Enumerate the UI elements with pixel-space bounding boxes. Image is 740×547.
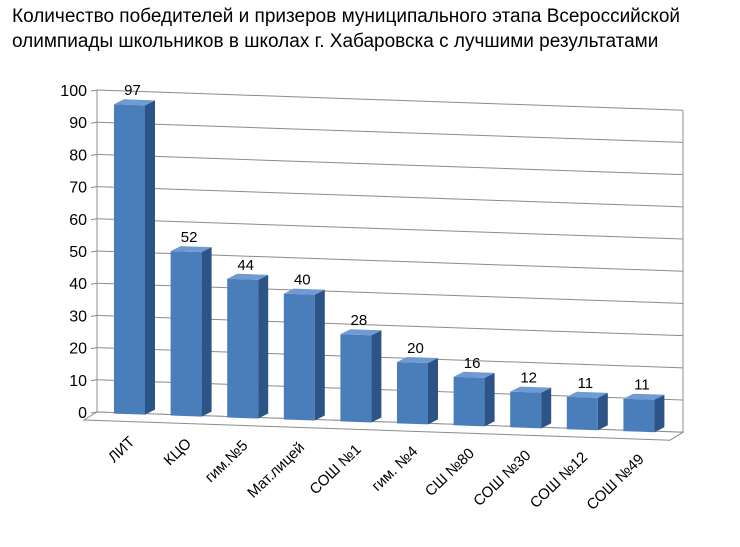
x-tick-label: Мат.лицей [244,439,308,501]
gridline [96,153,684,176]
bar [510,391,542,429]
x-tick-label: СОШ №12 [527,449,591,512]
gridline [96,121,684,143]
y-tick-label: 70 [69,180,87,197]
bar-top [340,329,382,336]
bar-side [371,330,382,423]
y-tick-mark [90,186,98,189]
y-tick-label: 20 [69,341,87,358]
bar-side [597,392,608,431]
y-tick-mark [90,89,98,92]
y-tick-mark [90,153,98,156]
data-label: 40 [294,272,311,289]
x-tick-label: СОШ №1 [306,441,364,498]
bar-side [654,394,665,433]
x-tick-label: ЛИТ [105,433,138,466]
y-tick-mark [90,282,98,285]
chart-title: Количество победителей и призеров муници… [12,6,680,52]
y-tick-label: 80 [69,147,87,164]
chart-floor [82,411,685,441]
bar [453,376,485,427]
bar [566,396,598,431]
data-label: 97 [124,82,141,99]
gridline [96,218,684,240]
y-tick-mark [90,121,98,124]
data-label: 20 [407,340,424,357]
bar-side [145,100,155,415]
gridline [96,89,684,111]
bar-side [201,247,212,417]
bar-top [453,371,495,378]
data-label: 11 [634,377,650,394]
y-tick-label: 60 [69,212,87,229]
x-tick-label: СОШ №49 [583,451,647,514]
bar-side [484,372,495,427]
data-label: 11 [578,375,594,392]
bar-top [566,391,608,398]
data-label: 16 [464,355,481,372]
data-label: 28 [351,312,368,329]
bar [397,361,428,425]
data-label: 52 [181,229,198,246]
y-tick-mark [90,250,98,253]
x-tick-label: гим. №4 [369,443,422,495]
bar-top [227,273,269,280]
data-label: 44 [237,257,254,274]
bar [170,251,202,417]
y-tick-label: 90 [69,115,87,132]
bar-top [510,386,552,393]
data-label: 12 [520,370,537,387]
y-tick-mark [90,218,98,221]
x-tick-label: СШ №80 [422,445,478,500]
y-tick-label: 100 [60,83,87,100]
bar-side [258,274,269,419]
y-tick-label: 30 [69,308,87,325]
x-tick-label: гим.№5 [202,437,252,486]
x-tick-label: СОШ №30 [470,447,534,510]
bar [623,398,655,433]
y-tick-label: 10 [69,373,87,390]
bar-top [397,356,438,364]
y-tick-mark [90,347,98,350]
bar-top [623,393,665,400]
bar-top [114,99,155,106]
bar-top [283,288,325,295]
bar-side [541,387,552,429]
axis-layer: 0 10 20 30 40 50 60 70 80 90 100 [60,83,685,441]
y-tick-label: 40 [69,276,87,293]
bar [340,334,372,423]
y-tick-label: 0 [78,405,87,422]
bar-side [428,358,438,425]
x-tick-label: КЦО [161,435,195,469]
bar-top [170,246,212,253]
bars-layer [114,99,665,433]
bar [114,104,145,415]
y-tick-mark [90,314,98,317]
y-tick-label: 50 [69,244,87,261]
bar-side [314,289,325,421]
y-tick-mark [90,379,98,382]
bar [227,278,259,419]
bar [283,293,315,421]
gridline [96,186,684,208]
